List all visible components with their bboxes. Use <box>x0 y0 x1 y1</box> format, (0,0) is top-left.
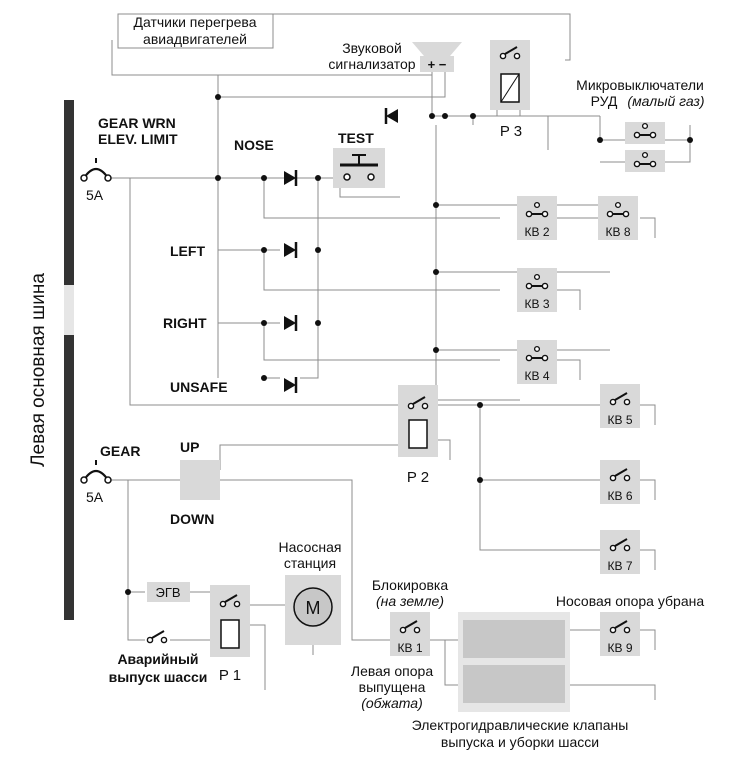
kv5-label: КВ 5 <box>607 413 632 427</box>
kv8-label: КВ 8 <box>605 225 630 239</box>
motor-label: M <box>306 598 321 618</box>
relay-p2: P 2 <box>398 385 438 486</box>
overheat-sensors-label-1: Датчики перегрева <box>133 14 256 30</box>
kv9-label: КВ 9 <box>607 641 632 655</box>
valves-label-1: Электрогидравлические клапаны <box>412 717 629 733</box>
breaker-top-label-1: GEAR WRN <box>98 115 176 131</box>
kv8: КВ 8 <box>598 196 638 240</box>
buzzer-polarity: + − <box>428 57 447 72</box>
nose-up-label: Носовая опора убрана <box>556 593 704 609</box>
test-button[interactable] <box>333 148 385 188</box>
kv6-label: КВ 6 <box>607 489 632 503</box>
emergency-switch[interactable] <box>146 630 168 644</box>
blocking-label-1: Блокировка <box>372 577 449 593</box>
egv-box: ЭГВ <box>147 582 190 602</box>
kv1-label: КВ 1 <box>397 641 422 655</box>
kv5: КВ 5 <box>600 384 640 428</box>
valves-label-2: выпуска и уборки шасси <box>441 734 599 750</box>
handle-up-label: UP <box>180 439 199 455</box>
lamp-label-unsafe: UNSAFE <box>170 379 228 395</box>
pump-label-2: станция <box>284 555 336 571</box>
throttle-switches-label-2: РУД <box>591 93 618 109</box>
kv4-label: КВ 4 <box>524 369 549 383</box>
handle-down-label: DOWN <box>170 511 214 527</box>
overheat-sensors-label-2: авиадвигателей <box>143 31 247 47</box>
breaker-top-label-2: ELEV. LIMIT <box>98 131 178 147</box>
left-gear-label-2: выпущена <box>359 679 426 695</box>
hydraulic-valves <box>458 612 570 712</box>
breaker-gear-label: GEAR <box>100 443 140 459</box>
diode-unsafe <box>282 375 298 395</box>
relay-p1-label: P 1 <box>219 667 241 684</box>
breaker-gear-rating: 5A <box>86 489 104 505</box>
junction-dots <box>125 94 693 595</box>
relay-p1: P 1 <box>210 585 250 684</box>
emergency-label-2: выпуск шасси <box>109 669 208 685</box>
lamp-label-nose: NOSE <box>234 137 274 153</box>
throttle-switches-label-1: Микровыключатели <box>576 77 704 93</box>
diode-left <box>282 240 298 260</box>
kv1: КВ 1 <box>390 612 430 656</box>
relay-p3: P 3 <box>490 40 530 140</box>
relay-p3-label: P 3 <box>500 123 522 140</box>
buzzer-label-1: Звуковой <box>342 40 402 56</box>
main-bus-upper <box>64 100 74 285</box>
blocking-label-2: (на земле) <box>376 593 444 609</box>
bus-label: Левая основная шина <box>28 273 49 467</box>
buzzer-label-2: сигнализатор <box>328 56 415 72</box>
main-bus-break <box>64 285 74 335</box>
diode-nose <box>282 168 298 188</box>
lamp-label-right: RIGHT <box>163 315 207 331</box>
diode-right <box>282 313 298 333</box>
breaker-gear: 5A <box>80 460 112 505</box>
pump-label-1: Насосная <box>279 539 342 555</box>
breaker-top-rating: 5A <box>86 187 104 203</box>
left-gear-label-1: Левая опора <box>351 663 433 679</box>
kv4: КВ 4 <box>517 340 557 384</box>
buzzer: + − <box>412 42 462 72</box>
throttle-switches-label-3: (малый газ) <box>627 93 704 109</box>
lamp-label-left: LEFT <box>170 243 205 259</box>
gear-handle[interactable] <box>180 460 220 500</box>
diode-top <box>384 106 400 126</box>
left-gear-label-3: (обжата) <box>361 695 423 711</box>
test-label: TEST <box>338 130 374 146</box>
kv6: КВ 6 <box>600 460 640 504</box>
kv2: КВ 2 <box>517 196 557 240</box>
main-bus-lower <box>64 335 74 620</box>
relay-p2-label: P 2 <box>407 469 429 486</box>
emergency-label-1: Аварийный <box>117 651 198 667</box>
kv3-label: КВ 3 <box>524 297 549 311</box>
kv7-label: КВ 7 <box>607 559 632 573</box>
kv3: КВ 3 <box>517 268 557 312</box>
kv7: КВ 7 <box>600 530 640 574</box>
kv9: КВ 9 <box>600 612 640 656</box>
kv2-label: КВ 2 <box>524 225 549 239</box>
pump-motor: M <box>285 575 341 645</box>
throttle-microswitches <box>625 122 665 172</box>
egv-label: ЭГВ <box>155 585 180 600</box>
breaker-gear-warn: 5A <box>80 158 112 203</box>
